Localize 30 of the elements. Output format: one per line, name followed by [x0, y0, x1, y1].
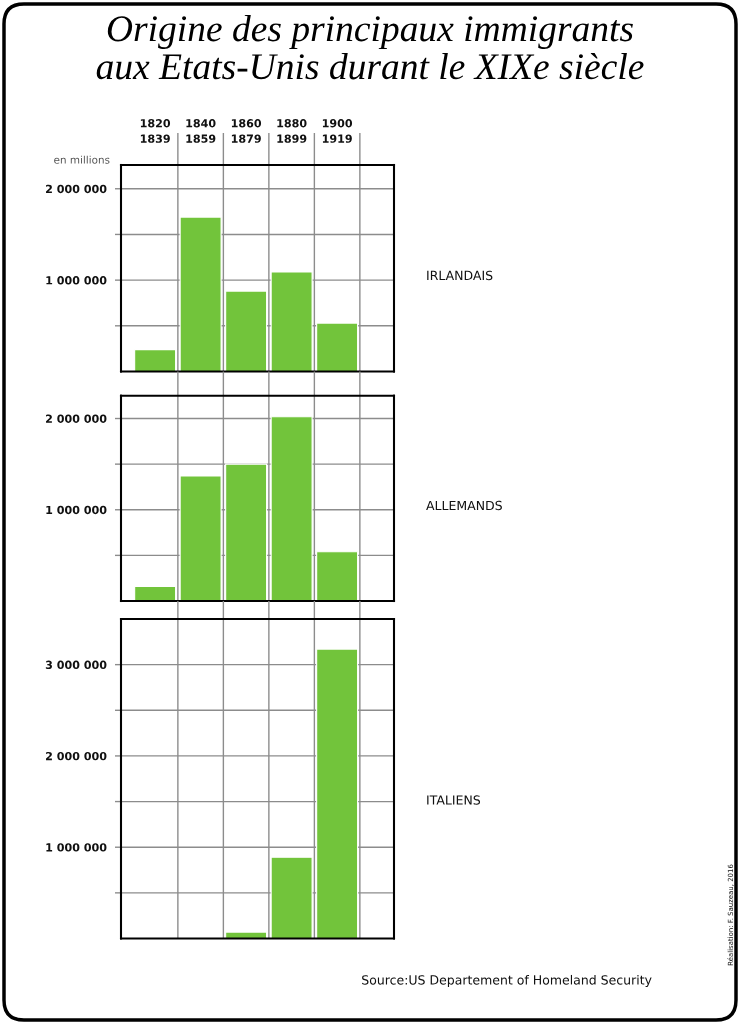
x-tick-label: 1860 1879	[231, 119, 262, 143]
bar	[179, 475, 222, 601]
bar	[316, 322, 359, 372]
x-tick-label: 1840 1859	[186, 119, 216, 143]
y-tick-label: 2 000 000	[46, 414, 107, 423]
bar	[134, 349, 177, 372]
bar	[316, 551, 359, 601]
text: ALLEMANDS	[426, 500, 502, 511]
bar	[225, 290, 268, 372]
chart-title: Origine des principaux immigrants aux Etats-Unis durant le XIXe siècle	[96, 15, 644, 80]
y-tick-label: 1 000 000	[46, 505, 107, 515]
bar	[316, 648, 359, 939]
y-tick-label: 1 000 000	[46, 276, 107, 285]
x-tick-label: 1820 1839	[140, 119, 171, 143]
y-tick-label: 1 000 000	[46, 843, 107, 852]
y-tick-label: 2 000 000	[46, 751, 107, 761]
source-note: Source:US Departement of Homeland Security	[362, 974, 652, 988]
bar	[270, 856, 313, 939]
x-tick-label: 1900 1919	[322, 119, 353, 143]
y-tick-label: 2 000 000	[46, 184, 107, 194]
bar	[270, 271, 313, 372]
bar	[225, 463, 268, 601]
y-tick-label: 3 000 000	[45, 660, 107, 670]
y-axis-title: en millions	[54, 155, 110, 164]
bar	[134, 585, 177, 601]
bar	[179, 216, 222, 372]
x-tick-label: 1880 1899	[277, 119, 307, 143]
text: ITALIENS	[427, 795, 481, 805]
bar	[270, 416, 313, 601]
text: IRLANDAIS	[427, 270, 493, 281]
